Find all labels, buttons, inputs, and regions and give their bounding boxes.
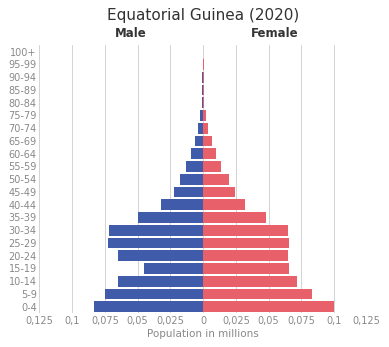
Bar: [118, 250, 203, 261]
X-axis label: Population in millions: Population in millions: [147, 329, 259, 339]
Bar: [203, 250, 288, 261]
Bar: [203, 225, 288, 236]
Bar: [203, 276, 297, 287]
Bar: [203, 161, 221, 172]
Bar: [186, 161, 203, 172]
Bar: [203, 187, 235, 197]
Bar: [203, 97, 204, 108]
Text: Male: Male: [115, 27, 147, 40]
Title: Equatorial Guinea (2020): Equatorial Guinea (2020): [107, 8, 299, 23]
Bar: [203, 263, 289, 274]
Bar: [138, 212, 203, 223]
Bar: [95, 301, 203, 312]
Bar: [191, 148, 203, 159]
Bar: [109, 225, 203, 236]
Bar: [203, 199, 245, 210]
Text: Female: Female: [251, 27, 299, 40]
Bar: [174, 187, 203, 197]
Bar: [203, 85, 204, 95]
Bar: [118, 276, 203, 287]
Bar: [203, 110, 206, 121]
Bar: [200, 110, 203, 121]
Bar: [180, 174, 203, 185]
Bar: [203, 136, 212, 146]
Bar: [202, 97, 203, 108]
Bar: [202, 72, 203, 83]
Bar: [203, 238, 289, 248]
Bar: [203, 123, 209, 134]
Bar: [195, 136, 203, 146]
Bar: [203, 72, 204, 83]
Bar: [203, 301, 334, 312]
Bar: [198, 123, 203, 134]
Bar: [107, 238, 203, 248]
Bar: [203, 289, 312, 299]
Bar: [161, 199, 203, 210]
Bar: [202, 85, 203, 95]
Bar: [105, 289, 203, 299]
Bar: [144, 263, 203, 274]
Bar: [203, 148, 216, 159]
Bar: [203, 174, 229, 185]
Bar: [203, 212, 266, 223]
